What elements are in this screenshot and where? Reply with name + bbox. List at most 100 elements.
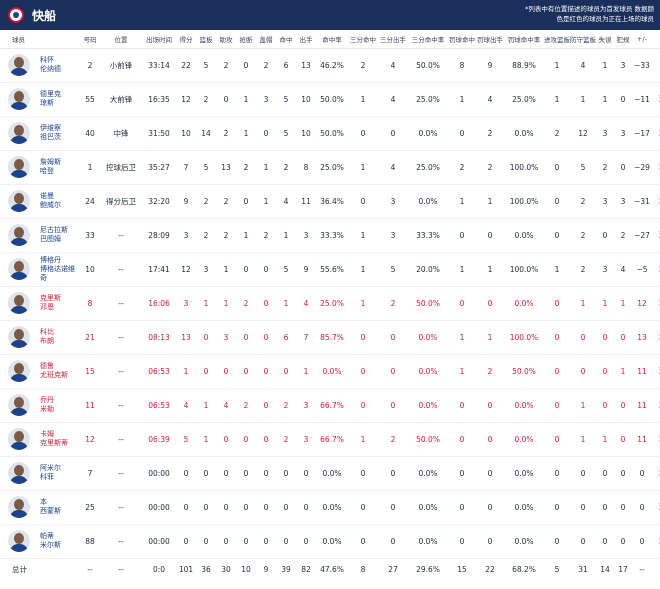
cell-turnovers: 2	[596, 150, 614, 185]
cell-minutes: 16:06	[142, 286, 176, 321]
player-name-line: 米尔斯	[40, 541, 61, 549]
player-cell[interactable]: 诺曼 鲍威尔	[0, 184, 80, 219]
player-name[interactable]: 科怀 伦纳德	[40, 56, 80, 74]
player-name[interactable]: 伊维察 祖巴茨	[40, 124, 80, 142]
cell-rebounds: 14	[196, 116, 216, 151]
player-cell[interactable]: 德鲁 尤班克斯	[0, 354, 80, 389]
cell-steals: 0	[236, 422, 256, 457]
cell-plus-minus: 13	[632, 320, 652, 355]
cell-minutes: 32:20	[142, 184, 176, 219]
cell-ft-attempted: 9	[476, 48, 504, 83]
column-header-fg-pct: 命中率	[316, 30, 348, 49]
cell-assists: 3	[216, 320, 236, 355]
cell-points: 0	[176, 490, 196, 525]
cell-fg-attempted: 0	[296, 524, 316, 559]
player-name[interactable]: 德里克 琼斯	[40, 90, 80, 108]
cell-ft-attempted: 2	[476, 116, 504, 151]
cell-status: 激活	[652, 490, 660, 525]
table-row[interactable]: 卡姆 克里斯蒂 12 -- 06:39 5 1 0 0 0 2 3 66.7% 1 2 50.0% 0 0 0.0%…	[0, 422, 660, 457]
cell-turnovers: 3	[596, 252, 614, 287]
table-row[interactable]: 德鲁 尤班克斯 15 -- 06:53 1 0 0 0 0 0 1 0.0% 0 0 0.0% 1 2 50.0% 0…	[0, 354, 660, 389]
player-name[interactable]: 乔丹 米勒	[40, 396, 80, 414]
table-row[interactable]: 科比 布朗 21 -- 08:13 13 0 3 0 0 6 7 85.7% 0 0 0.0% 1 1 100.0%…	[0, 320, 660, 355]
player-name[interactable]: 阿米尔 科菲	[40, 464, 80, 482]
player-name[interactable]: 博格丹 博格达诺维奇	[40, 256, 80, 283]
player-name[interactable]: 帕蒂 米尔斯	[40, 532, 80, 550]
player-name[interactable]: 科比 布朗	[40, 328, 80, 346]
cell-number: 2	[80, 48, 100, 83]
total-three-attempted: 27	[388, 564, 398, 574]
player-cell[interactable]: 阿米尔 科菲	[0, 456, 80, 491]
cell-assists: 2	[216, 184, 236, 219]
cell-ft-made: 0	[448, 116, 476, 151]
player-cell[interactable]: 尼古拉斯 巴图姆	[0, 218, 80, 253]
cell-three-made: 0	[348, 456, 378, 491]
cell-fouls: 0	[614, 150, 632, 185]
cell-turnovers: 1	[596, 82, 614, 117]
cell-turnovers: 0	[596, 218, 614, 253]
table-row[interactable]: 帕蒂 米尔斯 88 -- 00:00 0 0 0 0 0 0 0 0.0% 0 0 0.0% 0 0 0.0% 0 0 0…	[0, 524, 660, 559]
player-cell[interactable]: 乔丹 米勒	[0, 388, 80, 423]
total-rebounds: 36	[201, 564, 211, 574]
player-name-line: 帕蒂	[40, 532, 54, 540]
cell-fouls: 0	[614, 388, 632, 423]
cell-three-attempted: 3	[378, 184, 408, 219]
player-cell[interactable]: 本西蒙斯	[0, 490, 80, 525]
table-row[interactable]: 科怀 伦纳德 2 小前锋 33:14 22 5 2 0 2 6 13 46.2% 2 4 50.0% 8 9 88.…	[0, 48, 660, 83]
cell-fouls: 0	[614, 82, 632, 117]
player-cell[interactable]: 德里克 琼斯	[0, 82, 80, 117]
player-cell[interactable]: 詹姆斯 哈登	[0, 150, 80, 185]
cell-minutes: 35:27	[142, 150, 176, 185]
cell-steals: 0	[236, 184, 256, 219]
player-cell[interactable]: 克里斯 邓恩	[0, 286, 80, 321]
cell-plus-minus: 0	[632, 490, 652, 525]
table-row[interactable]: 尼古拉斯 巴图姆 33 -- 28:09 3 2 2 1 2 1 3 33.3% 1 3 33.3% 0 0 0.0…	[0, 218, 660, 253]
cell-ft-attempted: 0	[476, 490, 504, 525]
cell-turnovers: 3	[596, 184, 614, 219]
player-cell[interactable]: 博格丹 博格达诺维奇	[0, 252, 80, 287]
cell-three-made: 0	[348, 524, 378, 559]
player-name[interactable]: 詹姆斯 哈登	[40, 158, 80, 176]
player-cell[interactable]: 科比 布朗	[0, 320, 80, 355]
table-row[interactable]: 诺曼 鲍威尔 24 得分后卫 32:20 9 2 2 0 1 4 11 36.4% 0 3 0.0% 1 1 100…	[0, 184, 660, 219]
column-header-three-attempted: 三分出手	[378, 30, 408, 49]
cell-fg-made: 0	[276, 490, 296, 525]
player-avatar	[8, 292, 30, 314]
cell-fg-made: 0	[276, 524, 296, 559]
table-row[interactable]: 詹姆斯 哈登 1 控球后卫 35:27 7 5 13 2 1 2 8 25.0% 1 4 25.0% 2 2 100…	[0, 150, 660, 185]
cell-fouls: 0	[614, 456, 632, 491]
cell-rebounds: 0	[196, 490, 216, 525]
player-name[interactable]: 克里斯 邓恩	[40, 294, 80, 312]
table-row[interactable]: 克里斯 邓恩 8 -- 16:06 3 1 1 2 0 1 4 25.0% 1 2 50.0% 0 0 0.0% 0 1…	[0, 286, 660, 321]
player-cell[interactable]: 伊维察 祖巴茨	[0, 116, 80, 151]
cell-number: 1	[80, 150, 100, 185]
player-name-line: 祖巴茨	[40, 133, 61, 141]
cell-status: 激活	[652, 184, 660, 219]
cell-fg-made: 1	[276, 218, 296, 253]
cell-three-pct: 50.0%	[408, 48, 448, 83]
cell-assists: 13	[216, 150, 236, 185]
cell-steals: 2	[236, 286, 256, 321]
player-name[interactable]: 尼古拉斯 巴图姆	[40, 226, 80, 244]
table-row[interactable]: 伊维察 祖巴茨 40 中锋 31:50 10 14 2 1 0 5 10 50.0% 0 0 0.0% 0 2 0.…	[0, 116, 660, 151]
cell-fg-made: 4	[276, 184, 296, 219]
cell-def-rebounds: 4	[570, 48, 596, 83]
table-row[interactable]: 阿米尔 科菲 7 -- 00:00 0 0 0 0 0 0 0 0.0% 0 0 0.0% 0 0 0.0% 0 0 0 0…	[0, 456, 660, 491]
cell-steals: 0	[236, 456, 256, 491]
player-cell[interactable]: 卡姆 克里斯蒂	[0, 422, 80, 457]
player-name[interactable]: 卡姆 克里斯蒂	[40, 430, 80, 448]
table-row[interactable]: 本西蒙斯 25 -- 00:00 0 0 0 0 0 0 0 0.0% 0 0 0.0% 0 0 0.0% 0 0 0 0…	[0, 490, 660, 525]
cell-status: 激活	[652, 286, 660, 321]
player-cell[interactable]: 帕蒂 米尔斯	[0, 524, 80, 559]
player-cell[interactable]: 科怀 伦纳德	[0, 48, 80, 83]
player-name[interactable]: 德鲁 尤班克斯	[40, 362, 80, 380]
cell-fouls: 2	[614, 218, 632, 253]
table-row[interactable]: 德里克 琼斯 55 大前锋 16:35 12 2 0 1 3 5 10 50.0% 1 4 25.0% 1 4 25…	[0, 82, 660, 117]
cell-plus-minus: −33	[632, 48, 652, 83]
player-avatar	[8, 530, 30, 552]
player-name[interactable]: 诺曼 鲍威尔	[40, 192, 80, 210]
table-row[interactable]: 乔丹 米勒 11 -- 06:53 4 1 4 2 0 2 3 66.7% 0 0 0.0% 0 0 0.0% 0 1 0…	[0, 388, 660, 423]
player-name[interactable]: 本西蒙斯	[40, 498, 80, 516]
cell-ft-attempted: 1	[476, 320, 504, 355]
table-row[interactable]: 博格丹 博格达诺维奇 10 -- 17:41 12 3 1 0 0 5 9 55.6% 1 5 20.0% 1 1…	[0, 252, 660, 287]
